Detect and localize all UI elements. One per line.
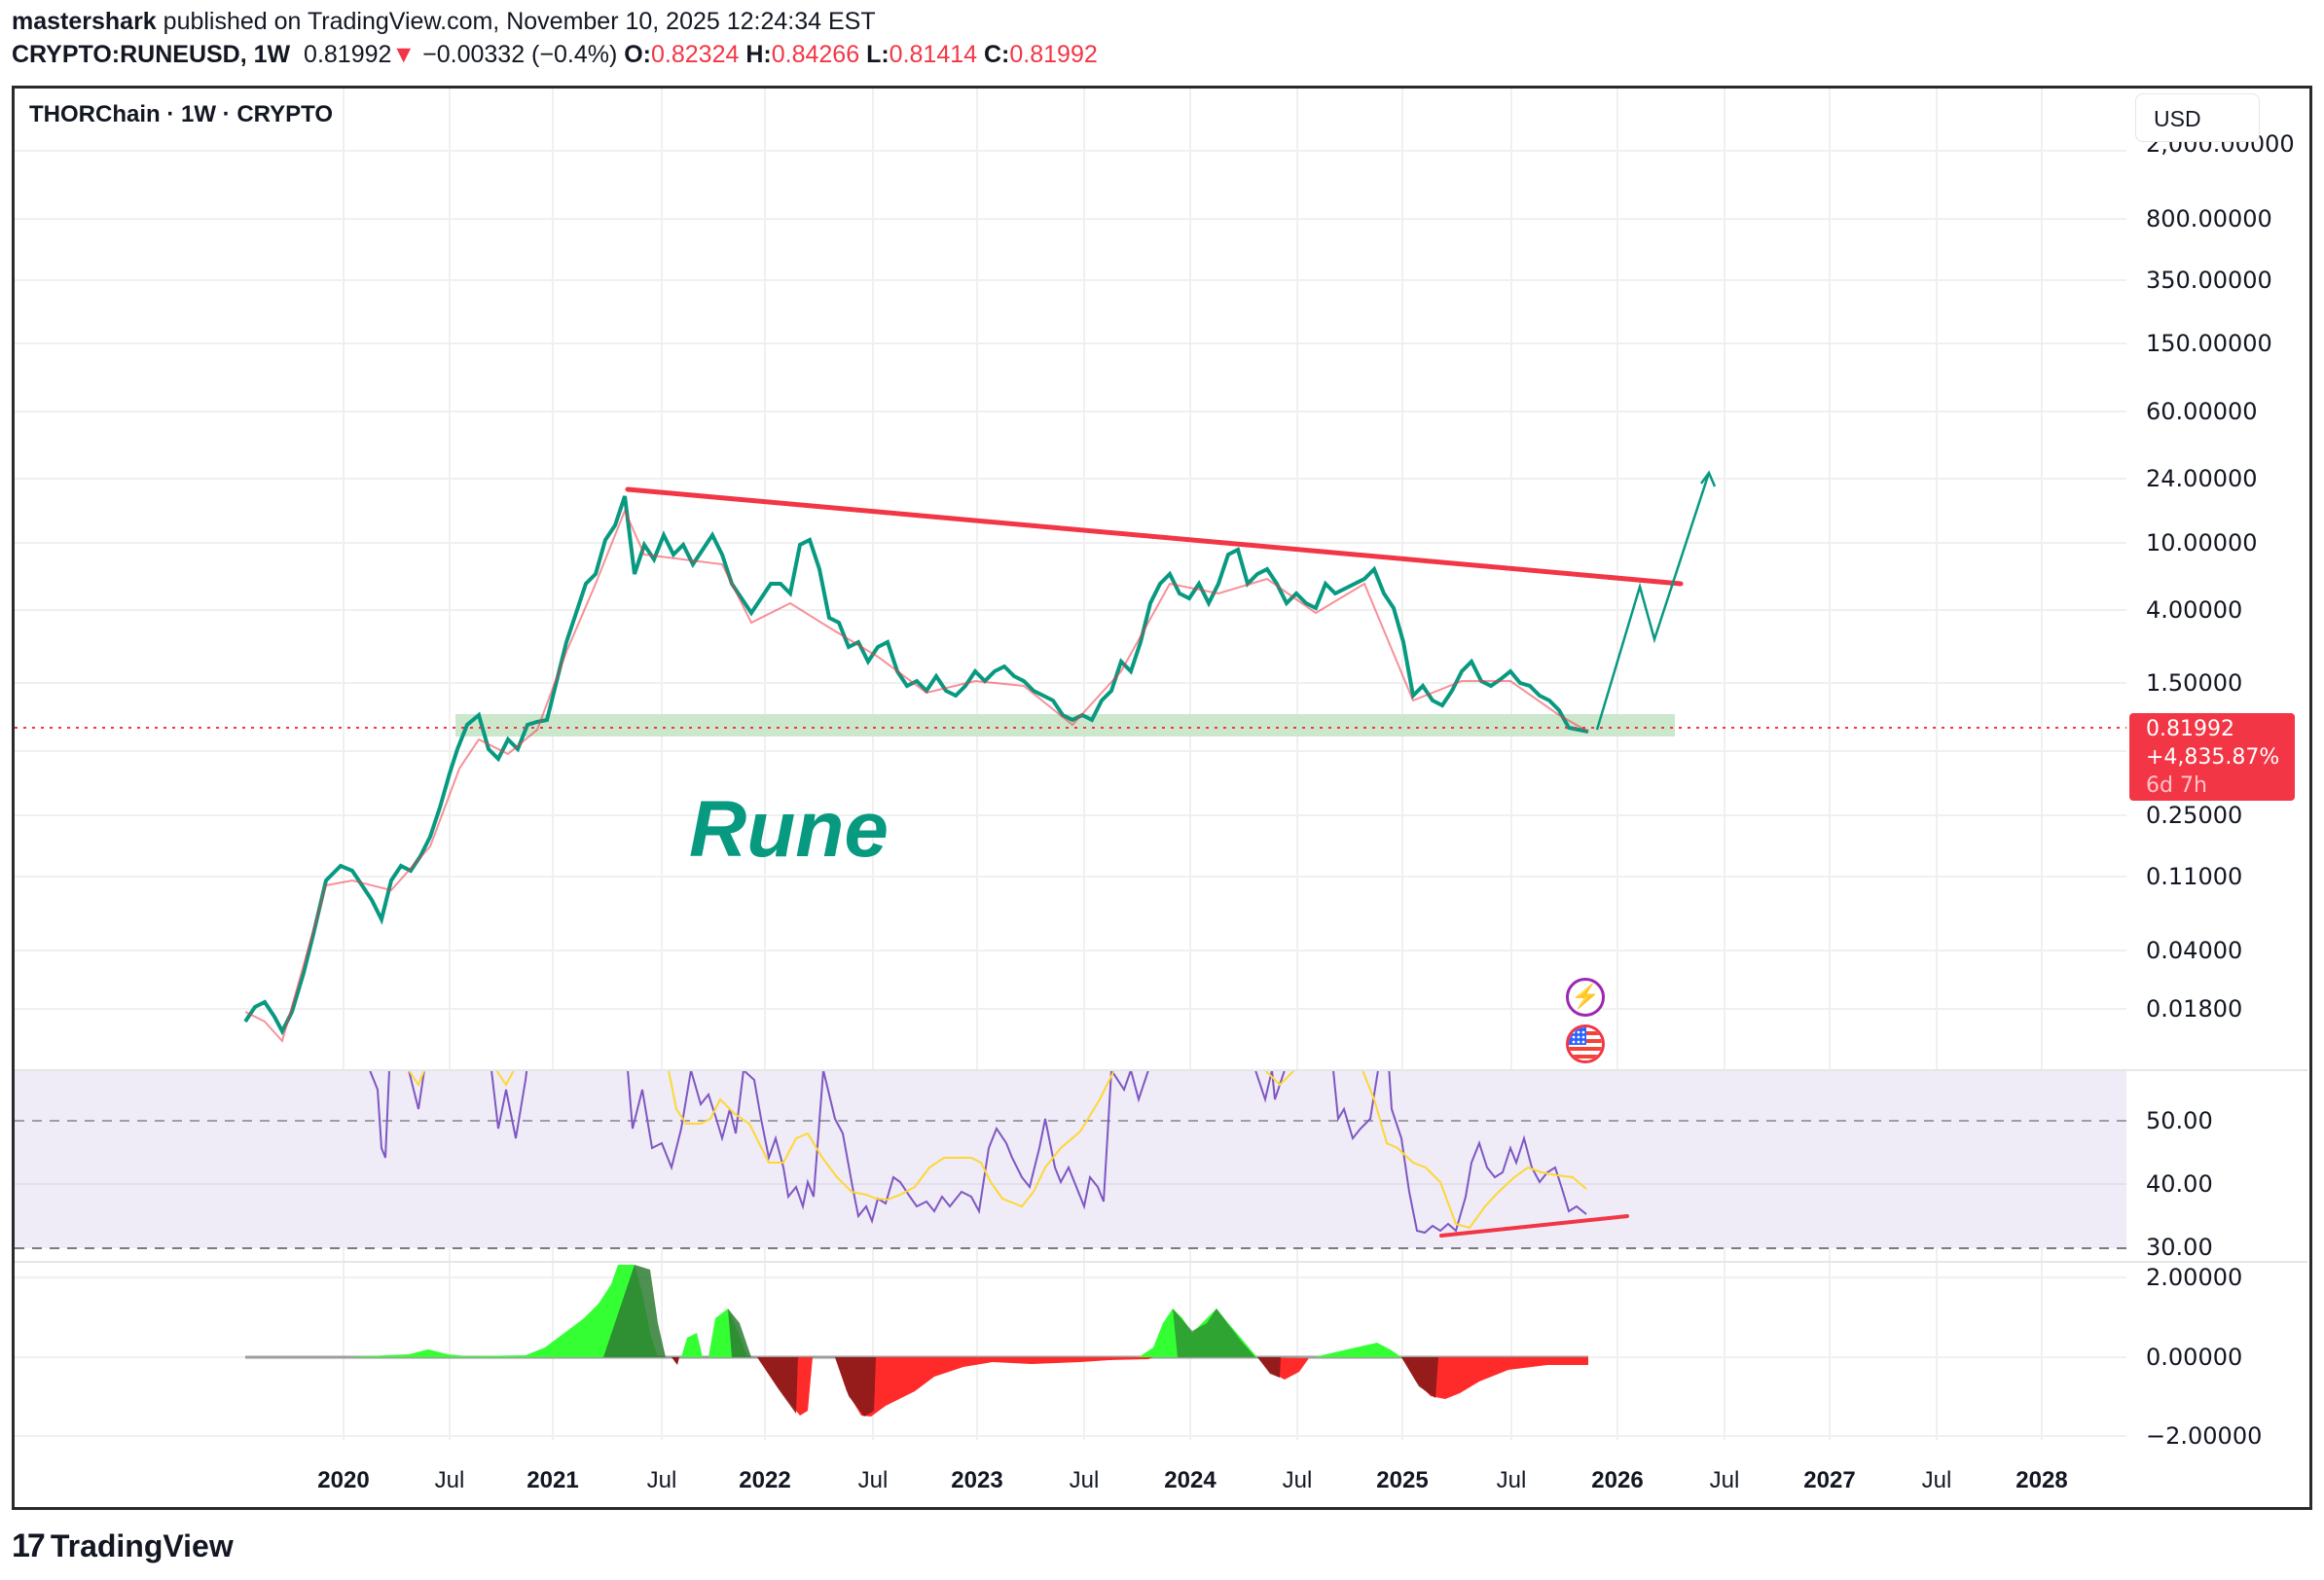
us-flag-icon[interactable] [1566, 1024, 1605, 1063]
arrow-head-icon [1699, 470, 1717, 487]
close-label: C: [984, 41, 1010, 68]
time-axis-label: 2021 [527, 1467, 579, 1493]
chart-title: THORChain · 1W · CRYPTO [29, 101, 333, 127]
time-axis-label: Jul [646, 1467, 677, 1493]
publish-info: mastershark published on TradingView.com… [12, 8, 876, 36]
time-axis-label: Jul [1921, 1467, 1952, 1493]
time-axis-label: 2023 [951, 1467, 1003, 1493]
symbol-label: CRYPTO:RUNEUSD, 1W [12, 41, 291, 68]
time-axis-label: Jul [1282, 1467, 1313, 1493]
rsi-axis-label: 30.00 [2146, 1234, 2213, 1261]
low-value: 0.81414 [889, 41, 978, 68]
published-text: published on TradingView.com, November 1… [156, 8, 876, 35]
rsi-line [369, 1071, 1587, 1235]
macd-axis-label: 2.00000 [2146, 1264, 2243, 1291]
macd-histogram [245, 1265, 1588, 1417]
price-axis-label: 150.00000 [2146, 330, 2272, 357]
rsi-axis-label: 50.00 [2146, 1107, 2213, 1134]
time-axis-label: 2028 [2015, 1467, 2068, 1493]
symbol-info: CRYPTO:RUNEUSD, 1W 0.81992▼ −0.00332 (−0… [12, 41, 1098, 69]
rsi-band [15, 1071, 2126, 1248]
currency-button-overlay[interactable]: USD [2135, 93, 2260, 142]
high-label: H: [745, 41, 772, 68]
chart-frame[interactable] [12, 86, 2312, 1510]
open-value: 0.82324 [651, 41, 740, 68]
price-axis-label: 0.11000 [2146, 863, 2243, 890]
last-price: 0.81992 [304, 41, 392, 68]
low-label: L: [866, 41, 890, 68]
rsi-support-line [1439, 1214, 1629, 1238]
rsi-axis-label: 40.00 [2146, 1170, 2213, 1198]
annotation-text-rune[interactable]: Rune [689, 785, 889, 874]
time-axis-label: Jul [1496, 1467, 1527, 1493]
tradingview-logo[interactable]: 17 TradingView [12, 1527, 234, 1565]
tag-price: 0.81992 [2146, 717, 2234, 741]
rsi-ma-line [408, 1071, 1587, 1230]
time-axis-label: 2027 [1803, 1467, 1856, 1493]
price-axis-label: 800.00000 [2146, 205, 2272, 233]
last-price-tag: 0.81992 +4,835.87% 6d 7h [2129, 713, 2295, 801]
macd-axis-label: −2.00000 [2146, 1422, 2263, 1450]
tag-countdown: 6d 7h [2146, 773, 2207, 798]
time-axis-label: 2025 [1376, 1467, 1429, 1493]
open-label: O: [624, 41, 652, 68]
support-zone [455, 714, 1675, 736]
candlesticks [243, 495, 1589, 1044]
brand-name: TradingView [50, 1528, 234, 1563]
price-axis-label: 0.01800 [2146, 995, 2243, 1023]
price-axis-label: 0.04000 [2146, 937, 2243, 964]
time-axis-label: Jul [1069, 1467, 1100, 1493]
time-axis-label: Jul [1709, 1467, 1740, 1493]
price-axis-label: 0.25000 [2146, 802, 2243, 829]
projection-arrow [1595, 472, 1711, 731]
lightning-icon[interactable]: ⚡ [1566, 978, 1605, 1017]
time-axis-label: 2026 [1591, 1467, 1644, 1493]
time-axis-label: 2022 [739, 1467, 791, 1493]
down-arrow-icon: ▼ [391, 41, 417, 68]
price-axis-label: 1.50000 [2146, 669, 2243, 697]
close-value: 0.81992 [1009, 41, 1098, 68]
macd-axis-label: 0.00000 [2146, 1344, 2243, 1371]
time-axis-label: 2024 [1164, 1467, 1216, 1493]
time-axis-label: Jul [857, 1467, 889, 1493]
time-axis-label: Jul [434, 1467, 465, 1493]
price-axis-label: 4.00000 [2146, 596, 2243, 624]
price-axis-label: 10.00000 [2146, 529, 2258, 557]
time-axis-label: 2020 [317, 1467, 370, 1493]
price-axis-label: 60.00000 [2146, 398, 2258, 425]
high-value: 0.84266 [771, 41, 860, 68]
price-change: −0.00332 (−0.4%) [422, 41, 618, 68]
author-name[interactable]: mastershark [12, 8, 157, 35]
tradingview-mark-icon: 17 [12, 1527, 46, 1564]
tag-change-pct: +4,835.87% [2146, 745, 2280, 770]
price-axis-label: 350.00000 [2146, 267, 2272, 294]
descending-trendline [625, 486, 1684, 587]
price-axis-label: 24.00000 [2146, 465, 2258, 492]
